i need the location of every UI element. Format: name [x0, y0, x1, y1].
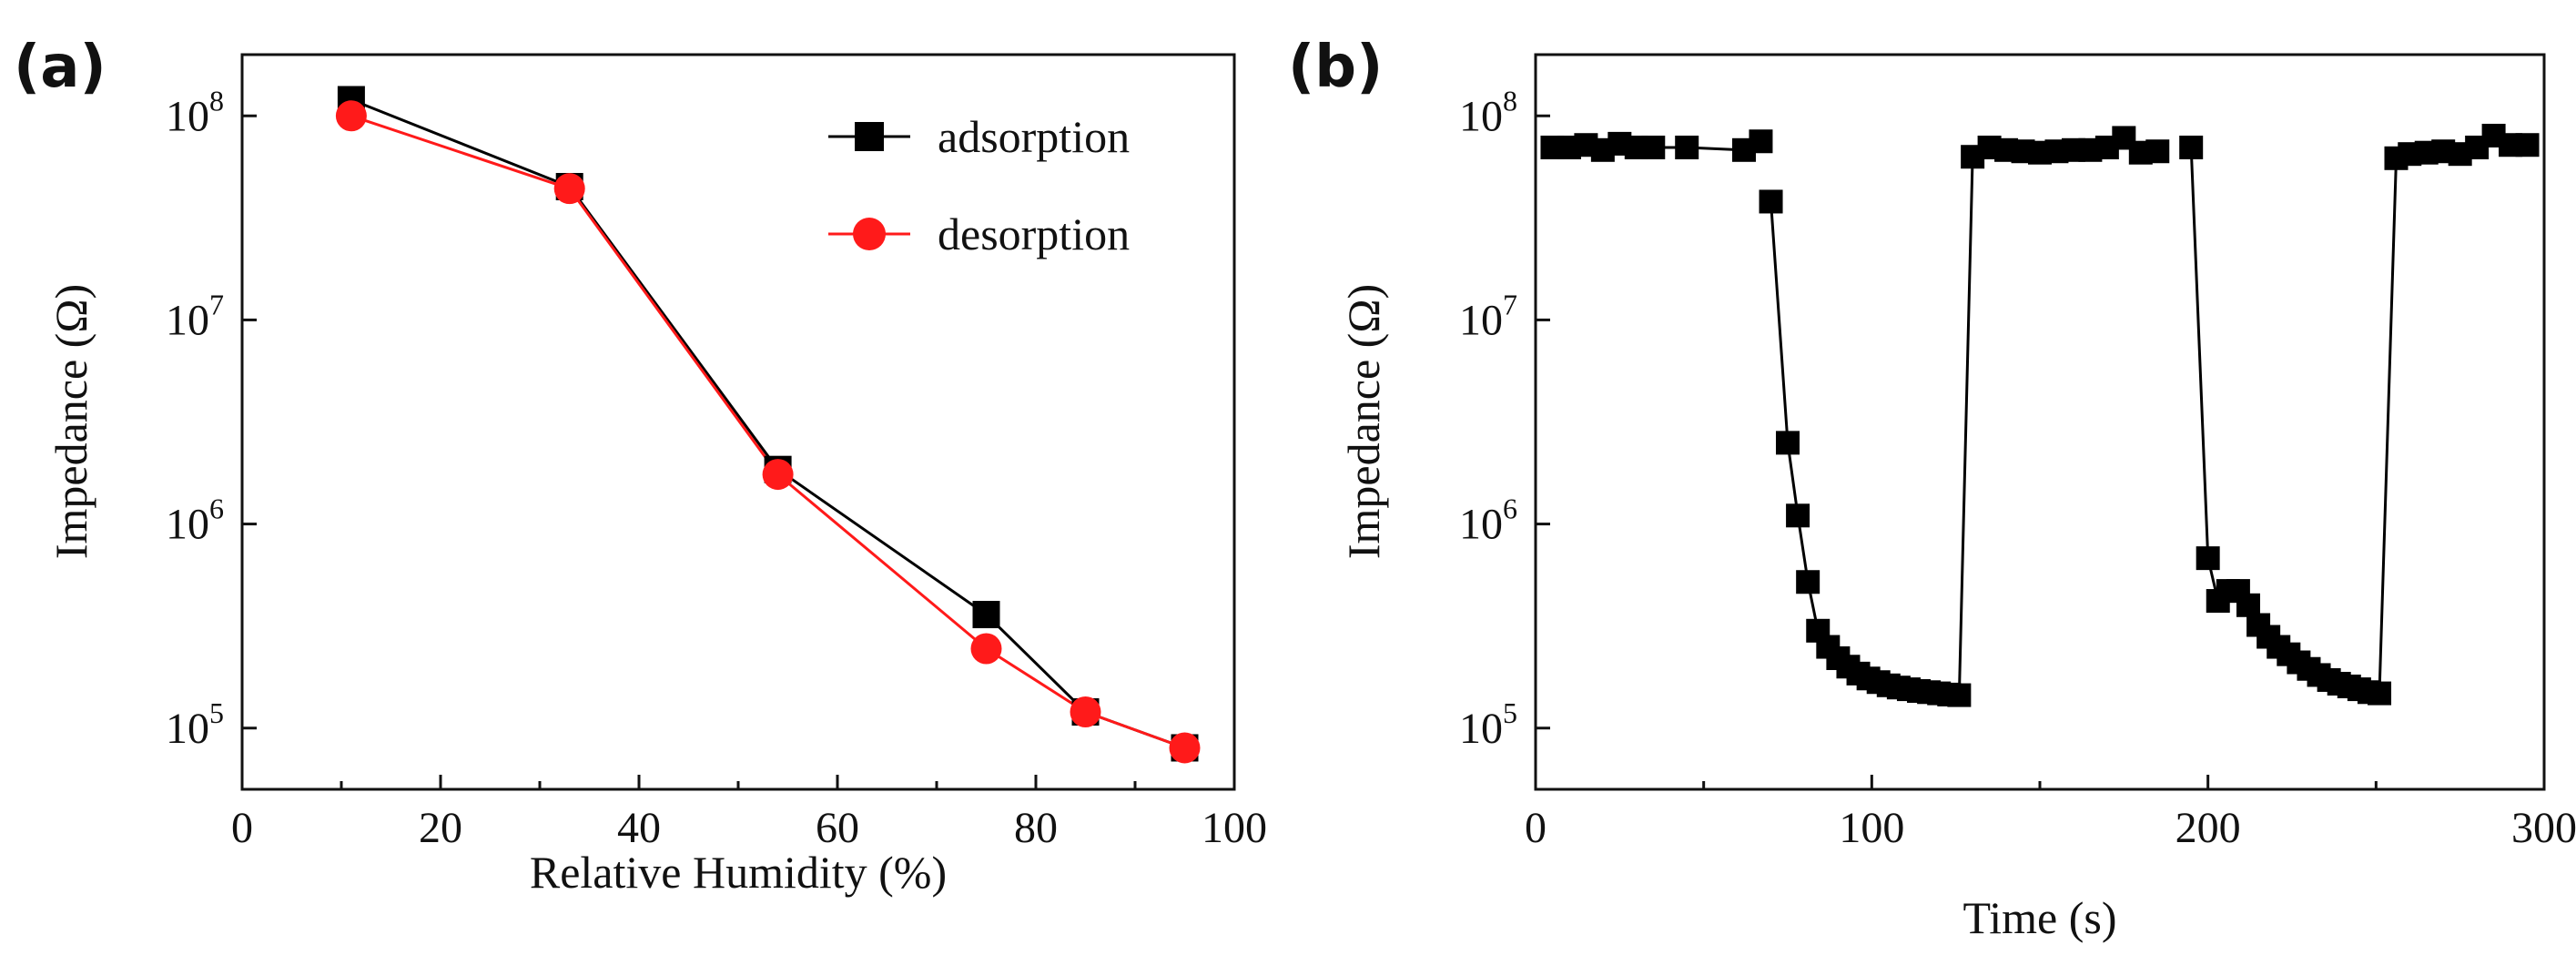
panel-b-point-impedance-response: [2368, 682, 2391, 706]
panel-a-chart: (a) 0 20 40 60 80 100 105 106 107 108 Relative Hu…: [14, 34, 1267, 898]
panel-b-x-tick-label: 300: [2511, 804, 2576, 852]
panel-a-y-tick-label: 107: [166, 288, 224, 344]
panel-b-x-tick-label: 200: [2175, 804, 2241, 852]
panel-a-x-tick-label: 60: [816, 804, 859, 852]
panel-a-point-desorption: [336, 100, 367, 131]
panel-b-point-impedance-response: [1641, 136, 1665, 159]
panel-a-point-desorption: [1170, 732, 1201, 763]
panel-a-label: (a): [14, 34, 106, 101]
panel-a-y-tick-label: 105: [166, 696, 224, 753]
panel-a-point-desorption: [1070, 696, 1101, 727]
legend-label-desorption: desorption: [938, 208, 1130, 259]
panel-b-point-impedance-response: [2196, 546, 2220, 570]
legend-marker-desorption: [853, 218, 886, 250]
panel-a-y-axis-title: Impedance (Ω): [46, 284, 96, 559]
legend-marker-adsorption: [855, 122, 884, 151]
panel-b-point-impedance-response: [1796, 570, 1820, 594]
panel-b-point-impedance-response: [2516, 133, 2540, 157]
panel-a-series-line-adsorption: [351, 100, 1185, 748]
panel-b-x-axis-title: Time (s): [1962, 892, 2116, 943]
panel-b-chart: (b) 0 100 200 300 105 106 107 108 Time (s) Impe…: [1288, 34, 2576, 943]
legend-label-adsorption: adsorption: [938, 111, 1130, 162]
panel-a-x-axis-title: Relative Humidity (%): [530, 847, 947, 898]
panel-a-point-desorption: [971, 634, 1002, 665]
panel-b-y-tick-label: 105: [1459, 696, 1517, 753]
panel-a-x-tick-label: 80: [1014, 804, 1058, 852]
panel-b-y-tick-label: 107: [1459, 288, 1517, 344]
panel-b-point-impedance-response: [2179, 136, 2203, 159]
panel-b-y-axis-title: Impedance (Ω): [1338, 284, 1389, 559]
panel-b-x-tick-label: 100: [1839, 804, 1904, 852]
panel-a-x-tick-label: 20: [419, 804, 462, 852]
panel-a-x-tick-label: 0: [231, 804, 253, 852]
panel-a-point-desorption: [763, 459, 794, 490]
panel-b-point-impedance-response: [1749, 129, 1772, 153]
panel-b-point-impedance-response: [1947, 684, 1971, 707]
panel-b-point-impedance-response: [1776, 431, 1800, 454]
panel-b-label: (b): [1288, 34, 1383, 101]
panel-a-x-tick-label: 40: [617, 804, 661, 852]
panel-a-y-tick-label: 106: [166, 493, 224, 549]
panel-a-x-tick-label: 100: [1202, 804, 1267, 852]
panel-b-point-impedance-response: [1675, 136, 1699, 159]
panel-b-point-impedance-response: [1760, 189, 1783, 213]
panel-b-point-impedance-response: [2145, 139, 2169, 163]
panel-a-point-adsorption: [973, 601, 1000, 628]
panel-a-legend: adsorption desorption: [828, 111, 1130, 259]
panel-b-series-line-impedance-response: [1771, 137, 2158, 695]
panel-a-point-desorption: [554, 173, 585, 204]
panel-b-y-tick-label: 108: [1459, 84, 1517, 140]
panel-b-x-tick-label: 0: [1525, 804, 1547, 852]
panel-b-point-impedance-response: [1786, 503, 1810, 527]
panel-b-y-tick-label: 106: [1459, 493, 1517, 549]
panel-a-y-tick-label: 108: [166, 84, 224, 140]
figure: (a) 0 20 40 60 80 100 105 106 107 108 Relative Hu…: [0, 0, 2576, 955]
